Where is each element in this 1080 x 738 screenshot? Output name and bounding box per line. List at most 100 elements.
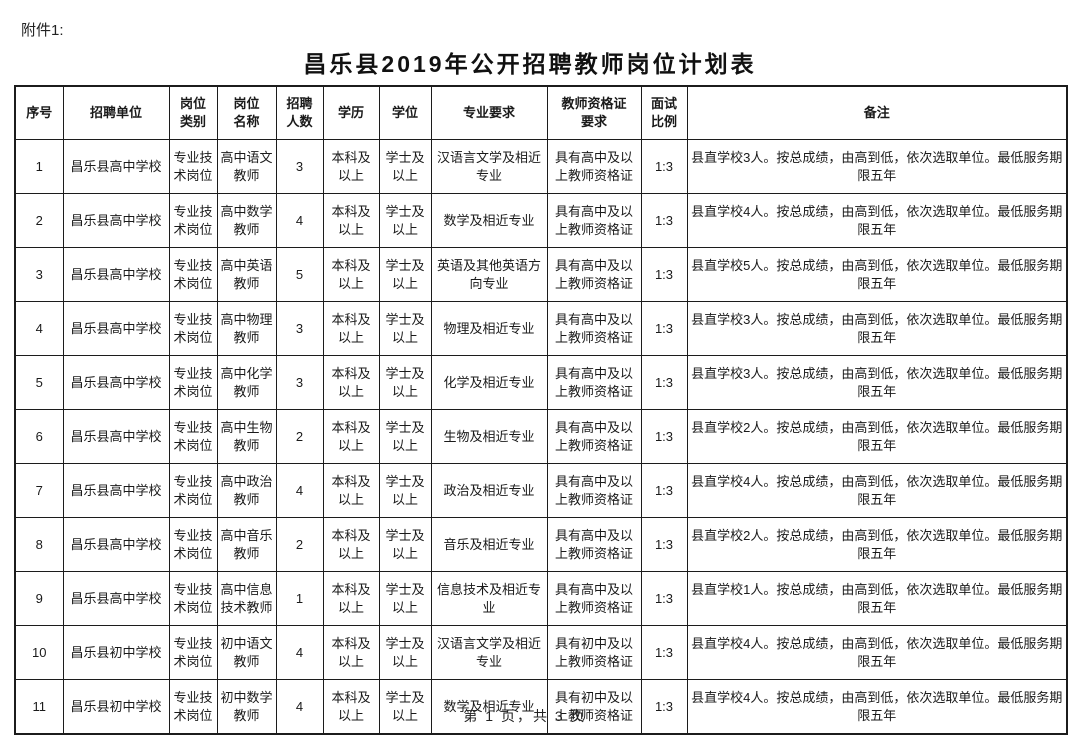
cell-ratio: 1:3	[640, 355, 688, 410]
column-header-remarks: 备注	[686, 85, 1068, 140]
cell-position: 高中音乐教师	[216, 517, 277, 572]
cell-category: 专业技术岗位	[168, 193, 218, 248]
cell-remarks: 县直学校3人。按总成绩，由高到低，依次选取单位。最低服务期限五年	[686, 355, 1068, 410]
column-header-unit: 招聘单位	[62, 85, 170, 140]
cell-count: 4	[275, 679, 324, 735]
cell-certificate: 具有高中及以上教师资格证	[546, 355, 642, 410]
cell-position: 高中信息技术教师	[216, 571, 277, 626]
cell-education: 本科及以上	[322, 193, 380, 248]
cell-degree: 学士及以上	[378, 517, 432, 572]
cell-degree: 学士及以上	[378, 193, 432, 248]
cell-ratio: 1:3	[640, 139, 688, 194]
table-row: 9 昌乐县高中学校 专业技术岗位 高中信息技术教师 1 本科及以上 学士及以上 信息技术及相近…	[14, 571, 1068, 626]
cell-index: 1	[14, 139, 64, 194]
cell-count: 4	[275, 463, 324, 518]
cell-remarks: 县直学校2人。按总成绩，由高到低，依次选取单位。最低服务期限五年	[686, 517, 1068, 572]
cell-count: 4	[275, 625, 324, 680]
table-row: 2 昌乐县高中学校 专业技术岗位 高中数学教师 4 本科及以上 学士及以上 数学及相近专业 具有…	[14, 193, 1068, 248]
cell-degree: 学士及以上	[378, 625, 432, 680]
cell-education: 本科及以上	[322, 517, 380, 572]
attachment-label: 附件1:	[21, 22, 64, 39]
cell-index: 9	[14, 571, 64, 626]
cell-ratio: 1:3	[640, 247, 688, 302]
table-row: 4 昌乐县高中学校 专业技术岗位 高中物理教师 3 本科及以上 学士及以上 物理及相近专业 具有…	[14, 301, 1068, 356]
column-header-education: 学历	[322, 85, 380, 140]
cell-index: 5	[14, 355, 64, 410]
cell-remarks: 县直学校1人。按总成绩，由高到低，依次选取单位。最低服务期限五年	[686, 571, 1068, 626]
cell-certificate: 具有高中及以上教师资格证	[546, 301, 642, 356]
cell-major: 汉语言文学及相近专业	[430, 139, 548, 194]
cell-education: 本科及以上	[322, 625, 380, 680]
cell-major: 化学及相近专业	[430, 355, 548, 410]
cell-unit: 昌乐县高中学校	[62, 301, 170, 356]
cell-certificate: 具有高中及以上教师资格证	[546, 139, 642, 194]
table-header-row: 序号 招聘单位 岗位 类别 岗位 名称 招聘 人数 学历 学位 专业要求 教师资格证 要求 面试 …	[14, 85, 1068, 140]
cell-unit: 昌乐县初中学校	[62, 625, 170, 680]
cell-ratio: 1:3	[640, 193, 688, 248]
cell-category: 专业技术岗位	[168, 571, 218, 626]
cell-degree: 学士及以上	[378, 571, 432, 626]
cell-major: 信息技术及相近专业	[430, 571, 548, 626]
cell-position: 高中数学教师	[216, 193, 277, 248]
cell-degree: 学士及以上	[378, 409, 432, 464]
page-number-footer: 第 1 页，共 3 页	[463, 708, 587, 724]
cell-position: 高中语文教师	[216, 139, 277, 194]
cell-index: 10	[14, 625, 64, 680]
cell-degree: 学士及以上	[378, 355, 432, 410]
cell-count: 3	[275, 301, 324, 356]
cell-major: 物理及相近专业	[430, 301, 548, 356]
cell-ratio: 1:3	[640, 625, 688, 680]
column-header-major: 专业要求	[430, 85, 548, 140]
cell-index: 6	[14, 409, 64, 464]
cell-unit: 昌乐县高中学校	[62, 409, 170, 464]
cell-degree: 学士及以上	[378, 139, 432, 194]
cell-certificate: 具有高中及以上教师资格证	[546, 571, 642, 626]
cell-count: 2	[275, 517, 324, 572]
cell-certificate: 具有初中及以上教师资格证	[546, 679, 642, 735]
cell-unit: 昌乐县初中学校	[62, 679, 170, 735]
cell-remarks: 县直学校3人。按总成绩，由高到低，依次选取单位。最低服务期限五年	[686, 301, 1068, 356]
cell-position: 高中化学教师	[216, 355, 277, 410]
cell-certificate: 具有高中及以上教师资格证	[546, 409, 642, 464]
table-row: 6 昌乐县高中学校 专业技术岗位 高中生物教师 2 本科及以上 学士及以上 生物及相近专业 具有…	[14, 409, 1068, 464]
cell-index: 4	[14, 301, 64, 356]
cell-position: 高中英语教师	[216, 247, 277, 302]
cell-index: 7	[14, 463, 64, 518]
cell-remarks: 县直学校2人。按总成绩，由高到低，依次选取单位。最低服务期限五年	[686, 409, 1068, 464]
column-header-position: 岗位 名称	[216, 85, 277, 140]
column-header-ratio: 面试 比例	[640, 85, 688, 140]
cell-degree: 学士及以上	[378, 301, 432, 356]
cell-certificate: 具有高中及以上教师资格证	[546, 193, 642, 248]
cell-education: 本科及以上	[322, 679, 380, 735]
cell-major: 数学及相近专业	[430, 679, 548, 735]
cell-degree: 学士及以上	[378, 463, 432, 518]
cell-remarks: 县直学校3人。按总成绩，由高到低，依次选取单位。最低服务期限五年	[686, 139, 1068, 194]
page-title: 昌乐县2019年公开招聘教师岗位计划表	[303, 51, 757, 77]
cell-remarks: 县直学校4人。按总成绩，由高到低，依次选取单位。最低服务期限五年	[686, 679, 1068, 735]
cell-category: 专业技术岗位	[168, 355, 218, 410]
cell-position: 初中数学教师	[216, 679, 277, 735]
cell-category: 专业技术岗位	[168, 247, 218, 302]
table-row: 5 昌乐县高中学校 专业技术岗位 高中化学教师 3 本科及以上 学士及以上 化学及相近专业 具有…	[14, 355, 1068, 410]
cell-education: 本科及以上	[322, 409, 380, 464]
cell-education: 本科及以上	[322, 355, 380, 410]
cell-certificate: 具有高中及以上教师资格证	[546, 247, 642, 302]
cell-certificate: 具有高中及以上教师资格证	[546, 463, 642, 518]
cell-education: 本科及以上	[322, 301, 380, 356]
cell-ratio: 1:3	[640, 409, 688, 464]
cell-ratio: 1:3	[640, 463, 688, 518]
cell-remarks: 县直学校4人。按总成绩，由高到低，依次选取单位。最低服务期限五年	[686, 193, 1068, 248]
cell-category: 专业技术岗位	[168, 517, 218, 572]
cell-unit: 昌乐县高中学校	[62, 463, 170, 518]
cell-index: 11	[14, 679, 64, 735]
cell-degree: 学士及以上	[378, 679, 432, 735]
cell-certificate: 具有高中及以上教师资格证	[546, 517, 642, 572]
cell-education: 本科及以上	[322, 463, 380, 518]
cell-major: 英语及其他英语方向专业	[430, 247, 548, 302]
cell-remarks: 县直学校5人。按总成绩，由高到低，依次选取单位。最低服务期限五年	[686, 247, 1068, 302]
cell-index: 8	[14, 517, 64, 572]
cell-major: 生物及相近专业	[430, 409, 548, 464]
cell-unit: 昌乐县高中学校	[62, 247, 170, 302]
column-header-count: 招聘 人数	[275, 85, 324, 140]
